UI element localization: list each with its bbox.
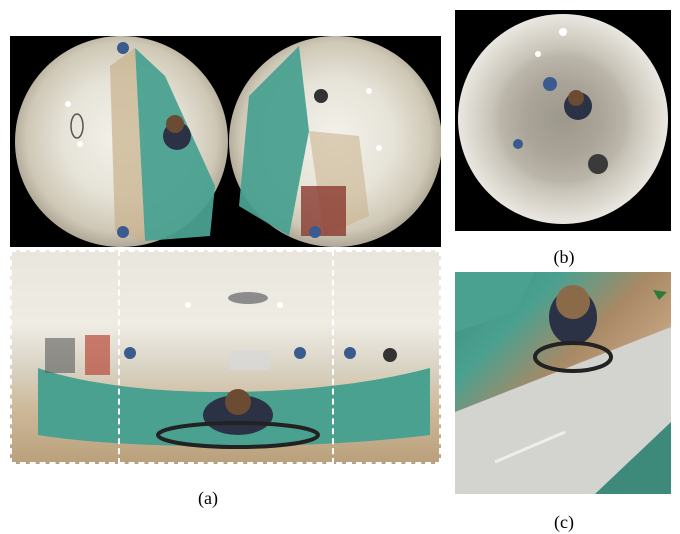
fisheye-left-scene bbox=[65, 42, 215, 241]
fisheye-left bbox=[15, 36, 228, 247]
caption-c: (c) bbox=[554, 512, 574, 532]
perspective-view-image bbox=[455, 272, 671, 494]
caption-a: (a) bbox=[198, 488, 218, 508]
caption-b: (b) bbox=[553, 247, 575, 267]
fisheye-right bbox=[229, 36, 441, 247]
little-planet-scene bbox=[501, 28, 625, 181]
crop-frame bbox=[10, 250, 441, 464]
equirectangular-panorama bbox=[10, 250, 441, 464]
crop-boundary-right bbox=[332, 250, 334, 464]
little-planet-sphere bbox=[458, 14, 668, 224]
crop-boundary-left bbox=[118, 250, 120, 464]
dual-fisheye-image bbox=[10, 36, 441, 247]
fisheye-right-scene bbox=[239, 46, 382, 238]
little-planet-image bbox=[455, 10, 671, 231]
perspective-scene bbox=[455, 272, 671, 494]
